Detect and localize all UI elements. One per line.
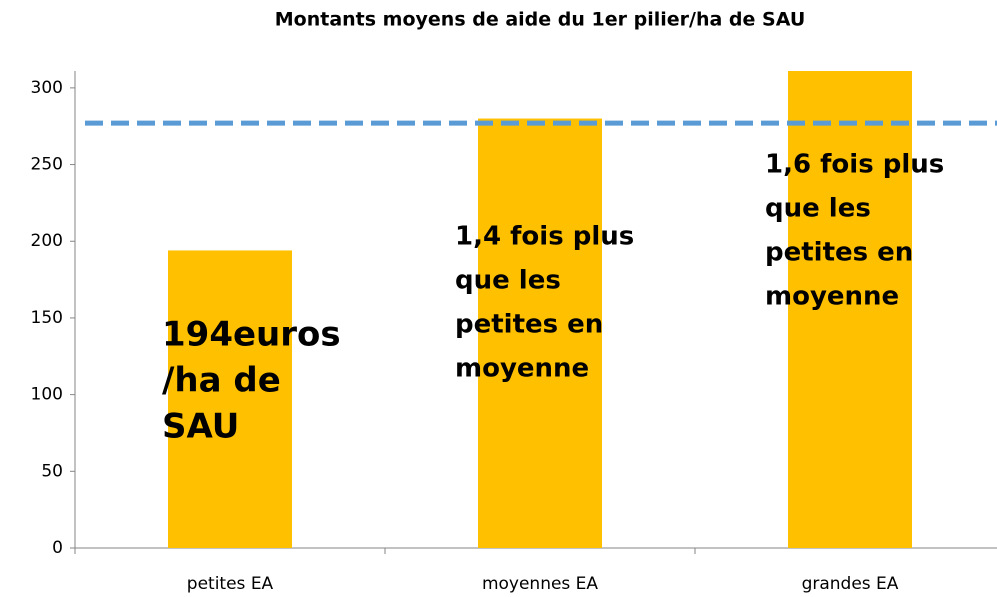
x-tick-label: petites EA	[187, 574, 274, 594]
y-tick-label: 0	[52, 538, 63, 558]
y-tick-label: 50	[41, 461, 63, 481]
y-tick-label: 100	[31, 385, 63, 405]
chart-title: Montants moyens de aide du 1er pilier/ha…	[275, 9, 806, 31]
bar	[788, 71, 912, 548]
y-tick-label: 150	[31, 308, 63, 328]
annotation: petites en	[765, 238, 913, 268]
y-tick-label: 250	[31, 155, 63, 175]
annotation: petites en	[455, 310, 603, 340]
annotation: 1,6 fois plus	[765, 150, 944, 180]
x-tick-label: moyennes EA	[482, 574, 598, 594]
annotation: /ha de	[162, 361, 281, 401]
annotation: 1,4 fois plus	[455, 222, 634, 252]
x-tick-label: grandes EA	[802, 574, 899, 594]
bar	[478, 118, 602, 548]
annotation: moyenne	[455, 354, 589, 384]
annotation: moyenne	[765, 282, 899, 312]
annotation: que les	[765, 194, 871, 224]
annotation: SAU	[162, 407, 239, 447]
annotation: que les	[455, 266, 561, 296]
y-tick-label: 200	[31, 231, 63, 251]
y-tick-label: 300	[31, 78, 63, 98]
annotation: 194euros	[162, 315, 341, 355]
bar	[168, 250, 292, 548]
